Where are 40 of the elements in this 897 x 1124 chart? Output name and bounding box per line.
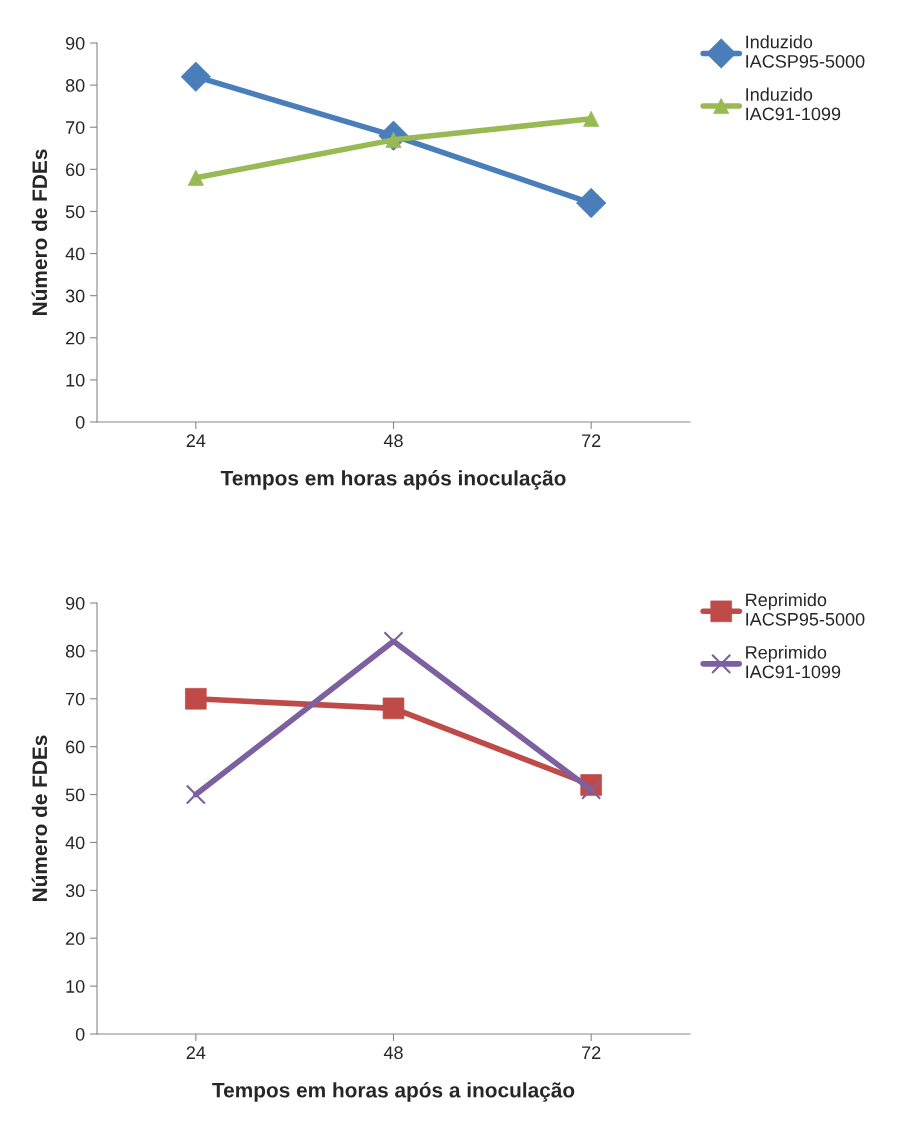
- x-tick-label: 72: [582, 1046, 601, 1059]
- x-axis-title: Tempos em horas após inoculação: [220, 470, 566, 490]
- y-tick-label: 50: [65, 205, 85, 219]
- y-axis-title: Número de FDEs: [31, 149, 48, 316]
- y-tick-label: 80: [65, 644, 85, 658]
- y-axis-title: Número de FDEs: [31, 735, 48, 902]
- y-tick-label: 20: [66, 331, 85, 345]
- y-tick-label: 10: [66, 373, 85, 387]
- y-tick-label: 60: [66, 740, 85, 754]
- y-tick-label: 40: [65, 247, 85, 261]
- point: [185, 688, 207, 710]
- x-tick-label: 48: [383, 1046, 403, 1060]
- y-tick-label: 20: [66, 932, 85, 945]
- point: [185, 784, 206, 805]
- point: [581, 779, 602, 800]
- legend-label: Reprimido IACSP95-5000: [746, 592, 865, 626]
- point: [382, 697, 405, 720]
- y-tick-label: 30: [65, 884, 85, 898]
- y-tick-label: 70: [66, 121, 85, 134]
- y-tick-label: 60: [66, 163, 85, 177]
- x-tick-label: 24: [186, 434, 206, 447]
- x-tick-label: 48: [383, 434, 403, 448]
- y-tick-label: 90: [65, 36, 85, 50]
- y-tick-label: 0: [75, 415, 85, 429]
- x-tick-label: 24: [186, 1046, 206, 1059]
- y-tick-label: 0: [75, 1027, 85, 1041]
- y-tick-label: 10: [66, 980, 85, 993]
- legend-label: Induzido IACSP95-5000: [746, 35, 865, 68]
- y-tick-label: 80: [65, 79, 85, 92]
- x-tick-label: 72: [582, 434, 601, 447]
- point: [383, 631, 404, 652]
- y-tick-label: 70: [66, 692, 85, 706]
- y-tick-label: 50: [65, 788, 85, 802]
- point: [576, 187, 607, 219]
- y-tick-label: 40: [65, 836, 85, 850]
- x-axis-title: Tempos em horas após a inoculação: [212, 1082, 575, 1102]
- legend-label: Reprimido IAC91-1099: [746, 645, 841, 679]
- y-tick-label: 90: [65, 596, 85, 610]
- y-tick-label: 30: [65, 289, 85, 303]
- legend-label: Induzido IAC91-1099: [746, 87, 841, 121]
